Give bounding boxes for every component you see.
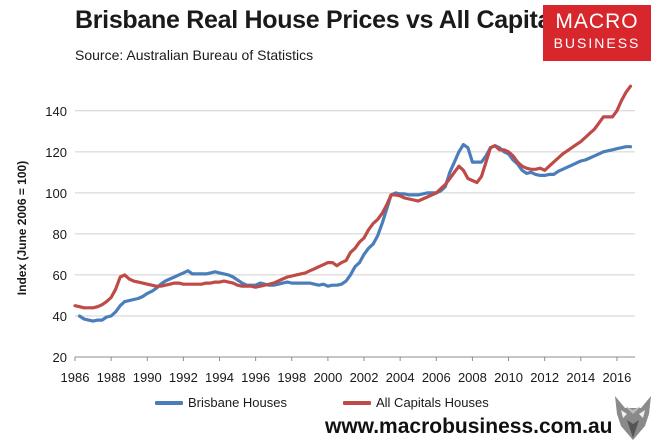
chart-subtitle: Source: Australian Bureau of Statistics (75, 47, 314, 63)
x-tick-label: 2008 (458, 370, 487, 385)
x-tick-label: 2000 (313, 370, 342, 385)
logo-line-1: MACRO (555, 10, 639, 33)
x-tick-label: 1988 (97, 370, 126, 385)
line-chart: 20 40 60 80 100 120 140 1986 1988 1990 1992 1994 199… (15, 84, 635, 385)
x-tick-label: 1998 (277, 370, 306, 385)
x-tick-label: 1992 (169, 370, 198, 385)
legend-swatch-capitals (343, 400, 371, 405)
fox-logo-icon (615, 396, 651, 440)
x-tick-label: 1996 (241, 370, 270, 385)
logo-line-2: BUSINESS (553, 35, 641, 51)
series-line-brisbane (77, 143, 633, 323)
x-tick-label: 1986 (61, 370, 90, 385)
x-tick-label: 2004 (386, 370, 415, 385)
macrobusiness-logo: MACRO BUSINESS (543, 5, 651, 61)
website-url: www.macrobusiness.com.au (325, 415, 613, 438)
y-tick-label: 120 (45, 145, 67, 160)
legend-item-brisbane: Brisbane Houses (155, 395, 287, 410)
chart-title: Brisbane Real House Prices vs All Capita… (75, 6, 572, 34)
x-tick-label: 1990 (133, 370, 162, 385)
series-line-capitals (73, 84, 633, 310)
gridlines (75, 110, 635, 358)
y-tick-label: 100 (45, 186, 67, 201)
x-tick-label: 1994 (205, 370, 234, 385)
x-tick-label: 2006 (422, 370, 451, 385)
y-tick-label: 140 (45, 104, 67, 119)
series-group (73, 84, 633, 323)
y-axis-label: Index (June 2006 = 100) (15, 161, 29, 295)
y-tick-label: 60 (53, 268, 67, 283)
y-tick-label: 40 (53, 309, 67, 324)
legend-label-capitals: All Capitals Houses (376, 395, 489, 410)
legend-label-brisbane: Brisbane Houses (188, 395, 287, 410)
x-tick-label: 2014 (566, 370, 595, 385)
y-tick-label: 20 (53, 350, 67, 365)
x-tick-label: 2016 (602, 370, 631, 385)
x-tick-label: 2010 (494, 370, 523, 385)
legend-item-capitals: All Capitals Houses (343, 395, 489, 410)
legend: Brisbane Houses All Capitals Houses (0, 395, 660, 415)
legend-swatch-brisbane (155, 400, 183, 405)
y-tick-label: 80 (53, 227, 67, 242)
axes: 20 40 60 80 100 120 140 1986 1988 1990 1992 1994 199… (45, 104, 635, 385)
x-tick-label: 2002 (350, 370, 379, 385)
x-tick-label: 2012 (530, 370, 559, 385)
